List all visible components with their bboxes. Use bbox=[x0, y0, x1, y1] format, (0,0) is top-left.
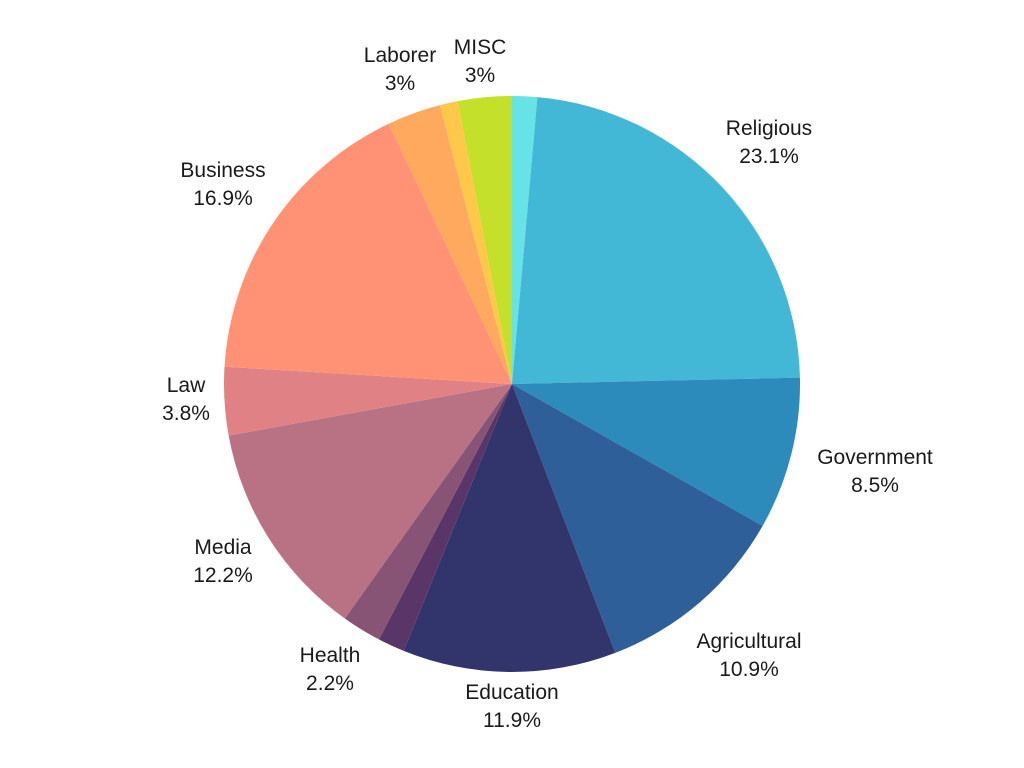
label-government: Government 8.5% bbox=[817, 446, 933, 497]
pie-slice-unlabeled-11 bbox=[439, 101, 512, 384]
label-law: Law 3.8% bbox=[162, 374, 210, 425]
label-religious: Religious 23.1% bbox=[725, 117, 813, 168]
pie-slice-unlabeled-5 bbox=[378, 384, 512, 651]
label-education: Education 11.9% bbox=[465, 681, 559, 732]
pie-slice-government bbox=[512, 377, 801, 526]
label-misc: MISC 3% bbox=[453, 36, 507, 87]
pie-slice-misc bbox=[457, 96, 512, 384]
pie-slice-education bbox=[403, 384, 616, 672]
label-agricultural: Agricultural 10.9% bbox=[696, 630, 802, 681]
label-health: Health 2.2% bbox=[299, 644, 361, 695]
pie-slice-laborer bbox=[388, 105, 512, 384]
label-business: Business 16.9% bbox=[180, 159, 266, 210]
pie-slice-law bbox=[224, 366, 512, 436]
pie-slice-religious bbox=[512, 97, 800, 384]
pie-slice-agricultural bbox=[512, 384, 763, 653]
pie-slice-health bbox=[344, 384, 512, 640]
label-laborer: Laborer 3% bbox=[363, 44, 437, 95]
pie-slice-unlabeled-0 bbox=[512, 96, 538, 384]
label-media: Media 12.2% bbox=[193, 536, 253, 587]
pie-slice-business bbox=[224, 123, 512, 385]
pie-slice-media bbox=[228, 384, 512, 619]
